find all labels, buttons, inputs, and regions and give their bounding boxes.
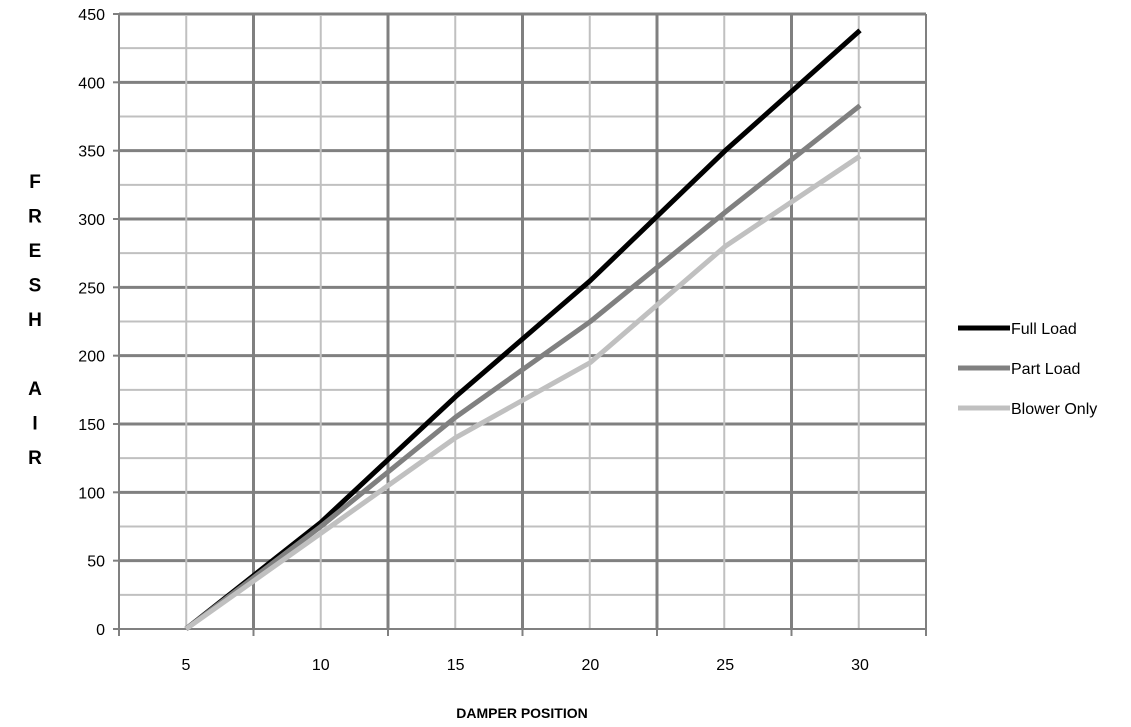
y-tick-label: 250 <box>78 280 105 297</box>
series-line <box>184 103 862 631</box>
y-axis-label-letter: R <box>28 207 42 228</box>
x-tick-label: 20 <box>582 657 600 674</box>
y-tick-label: 300 <box>78 212 105 229</box>
legend-label: Blower Only <box>1011 401 1097 418</box>
y-tick-label: 150 <box>78 417 105 434</box>
legend: Full Load Part Load Blower Only <box>958 321 1097 418</box>
y-axis-label-letter: A <box>28 379 42 400</box>
y-axis-label-letter: S <box>29 276 42 297</box>
y-tick-label: 200 <box>78 349 105 366</box>
series-line <box>184 154 862 632</box>
y-tick-label: 350 <box>78 144 105 161</box>
x-axis-label: DAMPER POSITION <box>456 705 587 721</box>
x-tick-label: 10 <box>312 657 330 674</box>
x-tick-label: 15 <box>447 657 465 674</box>
axes <box>113 13 927 636</box>
y-axis-label-letter: H <box>28 310 42 331</box>
y-tick-labels: 0 50 100 150 200 250 300 350 400 450 <box>78 7 105 639</box>
y-tick-label: 50 <box>87 554 105 571</box>
x-tick-label: 5 <box>182 657 191 674</box>
y-axis-label-letter: R <box>28 448 42 469</box>
x-tick-label: 30 <box>851 657 869 674</box>
grid <box>119 12 926 629</box>
y-axis-label-letter: F <box>29 172 41 193</box>
series-lines <box>184 28 862 632</box>
y-axis-label-letter: E <box>29 241 42 262</box>
x-tick-labels: 5 10 15 20 25 30 <box>182 657 869 674</box>
legend-label: Part Load <box>1011 361 1080 378</box>
y-tick-label: 100 <box>78 485 105 502</box>
series-line <box>184 28 862 631</box>
x-tick-label: 25 <box>716 657 734 674</box>
y-axis-label-letter: I <box>32 414 37 435</box>
y-tick-label: 0 <box>96 622 105 639</box>
legend-label: Full Load <box>1011 321 1077 338</box>
y-tick-label: 400 <box>78 75 105 92</box>
y-tick-label: 450 <box>78 7 105 24</box>
